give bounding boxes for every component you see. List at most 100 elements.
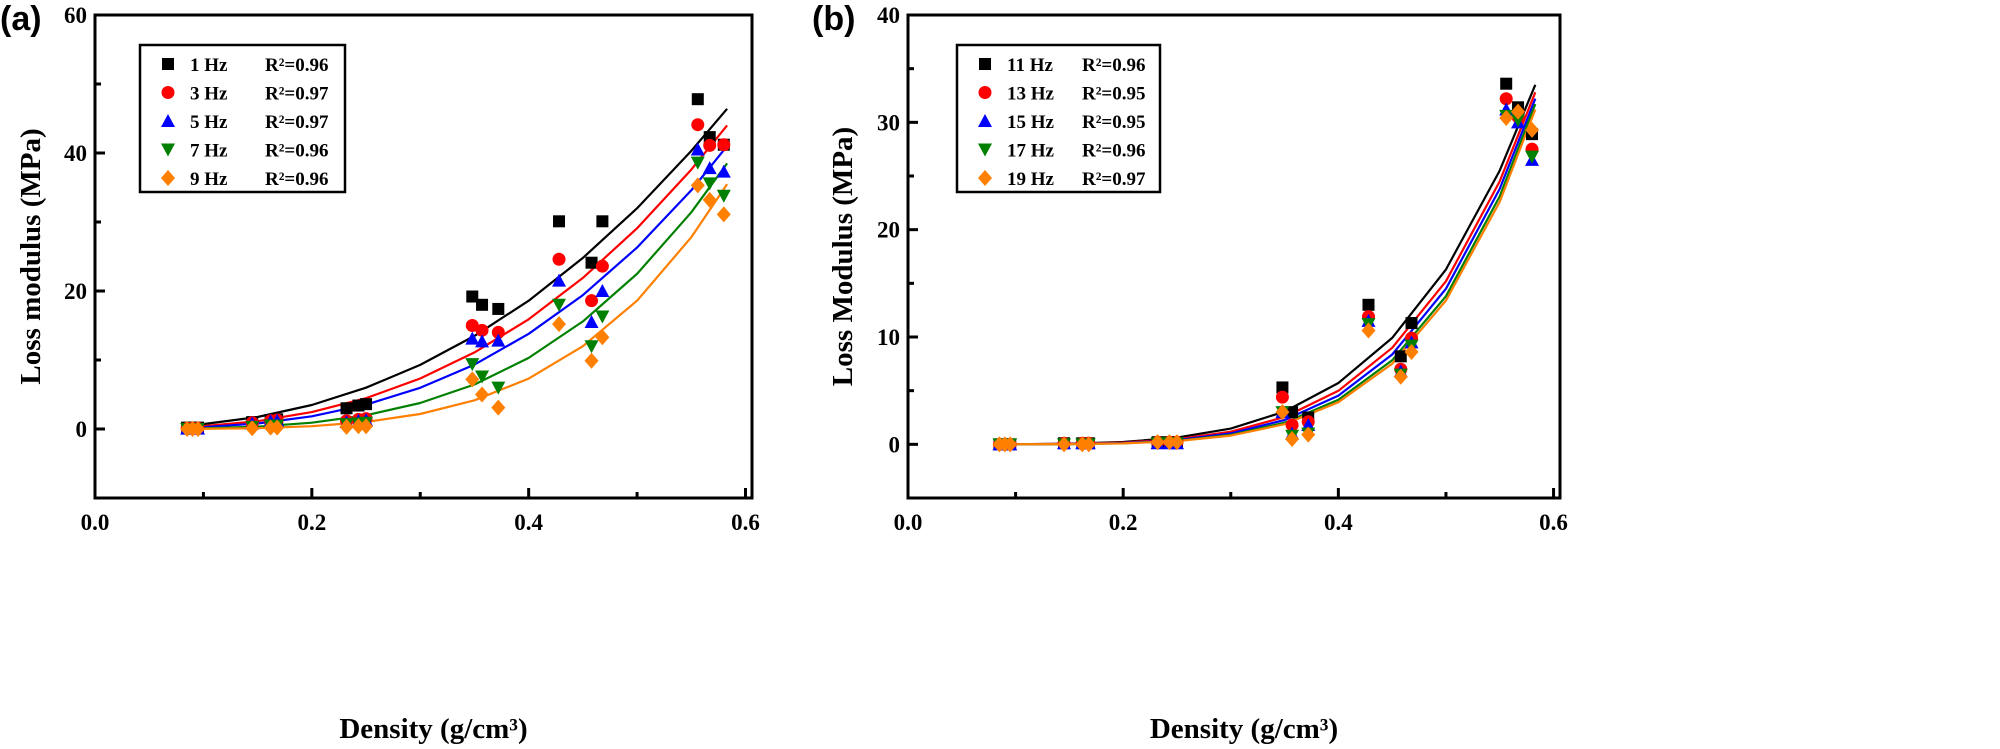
- series-19-hz: [992, 103, 1540, 453]
- data-point: [1499, 92, 1513, 106]
- data-point: [351, 418, 366, 435]
- x-tick-label: 0.0: [894, 510, 923, 535]
- data-point: [595, 259, 609, 273]
- legend-series-name: 5 Hz: [190, 112, 228, 133]
- fit-curve-4: [192, 183, 729, 430]
- data-point: [690, 156, 705, 170]
- data-point: [1362, 298, 1375, 311]
- data-point: [1394, 350, 1407, 363]
- data-point: [552, 316, 567, 333]
- data-point: [1276, 381, 1289, 394]
- data-point: [190, 421, 205, 437]
- legend-r2: R²=0.96: [265, 169, 329, 190]
- data-point: [1301, 426, 1316, 443]
- data-point: [585, 256, 598, 269]
- y-tick-label: 20: [64, 279, 87, 304]
- legend-box: [138, 43, 347, 194]
- y-tick-label: 0: [76, 417, 88, 442]
- legend-r2: R²=0.96: [265, 141, 329, 162]
- data-point: [552, 273, 567, 287]
- x-axis-label: Density (g/cm³): [339, 713, 527, 745]
- x-axis-label: Density (g/cm³): [1150, 713, 1338, 745]
- data-point: [717, 138, 731, 152]
- data-point: [492, 302, 505, 315]
- fit-curve-1: [192, 124, 728, 429]
- data-point: [595, 329, 610, 346]
- legend-marker: [978, 114, 992, 127]
- data-point: [359, 418, 374, 435]
- data-point: [584, 352, 599, 369]
- data-point: [702, 191, 717, 208]
- data-point: [465, 319, 479, 332]
- legend-marker: [161, 143, 175, 157]
- legend-r2: R²=0.97: [265, 84, 329, 105]
- y-axis-label: Loss modulus (MPa): [15, 128, 47, 384]
- data-point: [596, 215, 609, 228]
- data-point: [552, 252, 566, 266]
- panel-b: (b) 0.0 0.2 0.4 0.6 0 10 20 30 40 Density (g/cm³) L…: [812, 0, 1568, 745]
- panel-a: (a) 0.0 0.2 0.4 0.6 0 20 40 60 Density (g/cm³) Los…: [0, 0, 760, 745]
- legend-r2: R²=0.97: [265, 112, 329, 133]
- data-point: [1404, 344, 1419, 361]
- data-point: [1285, 430, 1300, 447]
- data-point: [491, 381, 506, 395]
- data-point: [1285, 418, 1299, 432]
- legend-marker: [979, 58, 991, 70]
- data-point: [1500, 77, 1513, 90]
- data-point: [475, 323, 489, 337]
- data-point: [465, 371, 480, 388]
- data-point: [1275, 404, 1290, 421]
- data-point: [1393, 368, 1408, 385]
- data-point: [1499, 110, 1514, 127]
- data-point: [1057, 436, 1072, 453]
- legend-series-name: 11 Hz: [1007, 55, 1053, 76]
- data-point: [585, 294, 599, 308]
- data-point: [595, 284, 610, 297]
- data-point: [1081, 436, 1096, 453]
- data-point: [690, 142, 705, 156]
- legend-marker: [162, 58, 174, 70]
- legend-r2: R²=0.95: [1082, 84, 1146, 105]
- data-point: [716, 189, 731, 203]
- legend-series-name: 9 Hz: [190, 169, 228, 190]
- panel-label: (b): [812, 0, 855, 38]
- data-point: [270, 419, 285, 436]
- plot-frame: [93, 13, 754, 500]
- data-point: [491, 333, 506, 347]
- data-point: [690, 177, 705, 194]
- data-point: [491, 325, 505, 339]
- y-tick-label: 60: [64, 3, 87, 28]
- data-point: [1511, 114, 1526, 128]
- y-tick-label: 10: [877, 325, 900, 350]
- legend-marker: [161, 170, 175, 186]
- data-point: [1162, 434, 1177, 451]
- legend-series-name: 13 Hz: [1007, 84, 1055, 105]
- x-tick-label: 0.2: [1109, 510, 1138, 535]
- x-tick-label: 0.4: [514, 510, 543, 535]
- legend: 1 Hz R²=0.96 3 Hz R²=0.97 5 Hz R²=0.97 7 Hz R²=…: [138, 43, 347, 194]
- data-point: [1286, 406, 1299, 419]
- data-point: [475, 370, 490, 384]
- data-point: [360, 398, 373, 411]
- plot-frame: [906, 13, 1562, 500]
- data-point: [716, 206, 731, 223]
- data-point: [691, 93, 704, 106]
- y-tick-label: 40: [64, 141, 87, 166]
- legend-r2: R²=0.95: [1082, 112, 1146, 133]
- data-point: [595, 310, 610, 324]
- y-tick-label: 0: [889, 432, 901, 457]
- data-point: [552, 298, 567, 312]
- legend-series-name: 15 Hz: [1007, 112, 1055, 133]
- legend-series-name: 7 Hz: [190, 141, 228, 162]
- data-point: [553, 215, 566, 228]
- legend-r2: R²=0.96: [1082, 55, 1146, 76]
- legend-r2: R²=0.97: [1082, 169, 1146, 190]
- data-point: [703, 138, 717, 152]
- legend-r2: R²=0.96: [1082, 141, 1146, 162]
- data-point: [465, 331, 480, 345]
- legend-marker: [161, 114, 175, 127]
- y-tick-label: 30: [877, 110, 900, 135]
- x-tick-label: 0.4: [1324, 510, 1353, 535]
- legend-marker: [161, 86, 175, 99]
